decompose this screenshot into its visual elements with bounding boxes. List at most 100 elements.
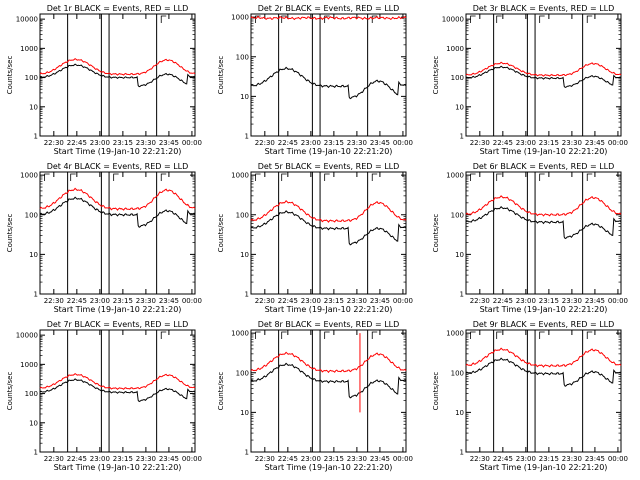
flag-marker xyxy=(160,15,167,23)
y-tick-label: 1 xyxy=(34,291,38,299)
panel-det-4: Det 4r BLACK = Events, RED = LLD 1 10 100 10… xyxy=(6,162,202,314)
flag-marker xyxy=(539,173,545,181)
x-tick-label: 00:00 xyxy=(608,455,628,463)
y-tick-label: 10 xyxy=(240,251,249,259)
series-events-line xyxy=(250,362,407,399)
flag-marker xyxy=(496,15,502,23)
x-tick-label: 22:45 xyxy=(493,139,513,147)
x-tick-label: 23:00 xyxy=(90,455,110,463)
y-tick-label: 10 xyxy=(29,103,38,111)
x-tick-label: 23:00 xyxy=(90,139,110,147)
x-tick-label: 22:45 xyxy=(278,139,298,147)
flag-marker xyxy=(255,173,261,181)
panel-det-5: Det 5r BLACK = Events, RED = LLD 1 10 100 10… xyxy=(217,162,413,314)
x-tick-label: 22:45 xyxy=(67,139,87,147)
y-tick-label: 1000 xyxy=(446,172,464,180)
plot-frame xyxy=(250,171,407,295)
x-tick-label: 22:30 xyxy=(470,139,490,147)
chart-title: Det 2r BLACK = Events, RED = LLD xyxy=(258,4,400,13)
y-tick-label: 10 xyxy=(29,251,38,259)
x-tick-label: 23:00 xyxy=(90,297,110,305)
y-axis-label: Counts/sec xyxy=(6,56,14,95)
series-lld-line xyxy=(39,187,196,211)
flag-marker xyxy=(70,173,76,181)
panel-det-3: Det 3r BLACK = Events, RED = LLD 1 10 100 10… xyxy=(432,4,628,156)
x-tick-label: 22:45 xyxy=(67,455,87,463)
y-tick-label: 1 xyxy=(460,449,464,457)
flag-marker xyxy=(586,173,593,181)
x-tick-label: 23:00 xyxy=(301,297,321,305)
x-tick-label: 23:45 xyxy=(585,297,605,305)
y-tick-label: 1000 xyxy=(446,330,464,338)
y-tick-label: 10000 xyxy=(16,16,38,24)
x-axis-label: Start Time (19-Jan-10 22:21:20) xyxy=(480,305,608,314)
y-tick-label: 1 xyxy=(460,291,464,299)
y-axis-label: Counts/sec xyxy=(217,214,225,253)
chart-title: Det 7r BLACK = Events, RED = LLD xyxy=(47,320,189,329)
y-tick-label: 1000 xyxy=(20,172,38,180)
y-tick-label: 1000 xyxy=(20,45,38,53)
y-tick-label: 10 xyxy=(29,419,38,427)
panel-det-1: Det 1r BLACK = Events, RED = LLD 1 10 100 10… xyxy=(6,4,202,156)
series-lld-line xyxy=(39,57,196,76)
x-tick-label: 00:00 xyxy=(608,297,628,305)
flag-marker xyxy=(324,173,330,181)
y-tick-label: 1 xyxy=(245,291,249,299)
y-tick-label: 100 xyxy=(236,369,249,377)
x-tick-label: 23:15 xyxy=(539,455,559,463)
series-lld-line xyxy=(250,15,407,21)
x-tick-label: 23:15 xyxy=(324,139,344,147)
x-tick-label: 23:15 xyxy=(324,297,344,305)
flag-marker xyxy=(281,331,287,339)
x-tick-label: 23:15 xyxy=(113,455,133,463)
y-tick-label: 1000 xyxy=(446,45,464,53)
y-tick-label: 1 xyxy=(460,133,464,141)
x-tick-label: 23:15 xyxy=(113,139,133,147)
panel-det-8: Det 8r BLACK = Events, RED = LLD 1 10 100 10… xyxy=(217,320,413,472)
y-axis-label: Counts/sec xyxy=(432,56,440,95)
x-tick-label: 22:30 xyxy=(255,455,275,463)
x-tick-label: 00:00 xyxy=(393,297,413,305)
x-tick-label: 23:45 xyxy=(370,455,390,463)
y-tick-label: 10 xyxy=(240,409,249,417)
flag-marker xyxy=(371,331,378,339)
flag-marker xyxy=(470,173,476,181)
x-tick-label: 23:00 xyxy=(516,297,536,305)
panel-det-6: Det 6r BLACK = Events, RED = LLD 1 10 100 10… xyxy=(432,162,628,314)
y-tick-label: 100 xyxy=(451,369,464,377)
series-events-line xyxy=(39,196,196,228)
x-axis-label: Start Time (19-Jan-10 22:21:20) xyxy=(54,305,182,314)
chart-title: Det 4r BLACK = Events, RED = LLD xyxy=(47,162,189,171)
plot-frame xyxy=(39,329,196,453)
x-tick-label: 23:00 xyxy=(301,455,321,463)
x-tick-label: 00:00 xyxy=(393,455,413,463)
flag-marker xyxy=(255,15,261,23)
y-axis-label: Counts/sec xyxy=(6,372,14,411)
x-tick-label: 22:30 xyxy=(255,297,275,305)
flag-marker xyxy=(324,331,330,339)
x-axis-label: Start Time (19-Jan-10 22:21:20) xyxy=(265,305,393,314)
chart-title: Det 5r BLACK = Events, RED = LLD xyxy=(258,162,400,171)
y-tick-label: 1000 xyxy=(231,330,249,338)
x-tick-label: 23:30 xyxy=(136,455,156,463)
y-tick-label: 100 xyxy=(25,211,38,219)
series-events-line xyxy=(465,65,622,88)
y-tick-label: 10000 xyxy=(16,332,38,340)
flag-marker xyxy=(470,15,476,23)
x-axis-label: Start Time (19-Jan-10 22:21:20) xyxy=(54,147,182,156)
x-tick-label: 00:00 xyxy=(608,139,628,147)
chart-title: Det 6r BLACK = Events, RED = LLD xyxy=(473,162,615,171)
x-tick-label: 23:00 xyxy=(516,139,536,147)
y-tick-label: 1 xyxy=(34,449,38,457)
flag-marker xyxy=(539,15,545,23)
chart-title: Det 8r BLACK = Events, RED = LLD xyxy=(258,320,400,329)
x-tick-label: 00:00 xyxy=(182,455,202,463)
x-tick-label: 23:30 xyxy=(347,297,367,305)
x-tick-label: 23:30 xyxy=(136,297,156,305)
x-tick-label: 00:00 xyxy=(393,139,413,147)
x-tick-label: 23:45 xyxy=(585,455,605,463)
flag-marker xyxy=(470,331,476,339)
series-lld-line xyxy=(39,372,196,390)
series-events-line xyxy=(39,63,196,88)
